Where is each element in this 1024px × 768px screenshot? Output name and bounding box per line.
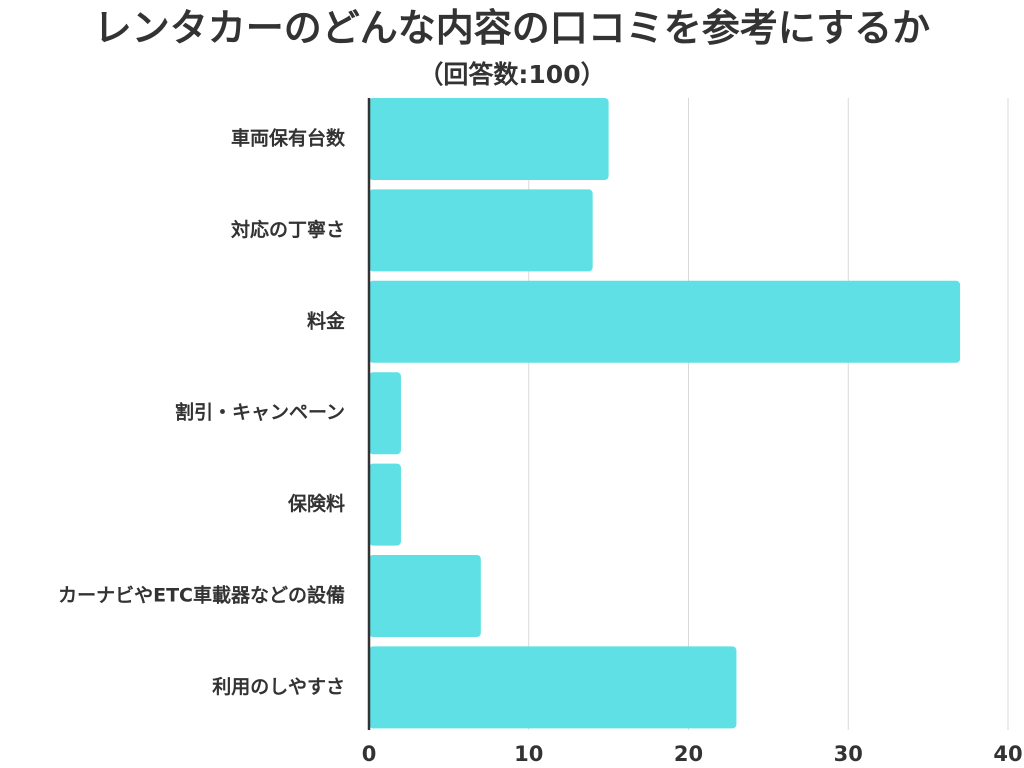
- x-tick-label-0: 0: [362, 742, 377, 766]
- category-label-5: カーナビやETC車載器などの設備: [58, 584, 345, 607]
- category-label-4: 保険料: [287, 492, 345, 515]
- category-labels: 車両保有台数対応の丁寧さ料金割引・キャンペーン保険料カーナビやETC車載器などの…: [58, 127, 346, 698]
- bar-3: [369, 372, 401, 455]
- bars: [369, 98, 961, 729]
- bar-2: [369, 280, 961, 363]
- chart-subtitle: （回答数:100）: [418, 60, 606, 89]
- x-tick-label-10: 10: [514, 742, 543, 766]
- category-label-0: 車両保有台数: [231, 127, 346, 150]
- chart-title: レンタカーのどんな内容の口コミを参考にするか: [93, 6, 931, 50]
- category-label-1: 対応の丁寧さ: [230, 218, 345, 241]
- bar-6: [369, 646, 737, 729]
- category-label-3: 割引・キャンペーン: [175, 401, 345, 424]
- bar-0: [369, 98, 609, 180]
- category-label-2: 料金: [307, 309, 346, 332]
- bar-1: [369, 189, 593, 272]
- bar-5: [369, 555, 481, 637]
- x-tick-label-30: 30: [834, 742, 863, 766]
- category-label-6: 利用のしやすさ: [212, 676, 345, 698]
- x-tick-label-20: 20: [674, 742, 703, 766]
- gridlines: [528, 98, 1009, 730]
- x-tick-label-40: 40: [993, 742, 1022, 766]
- bar-4: [369, 463, 401, 546]
- tick-labels: 0 10 20 30 40: [362, 742, 1023, 766]
